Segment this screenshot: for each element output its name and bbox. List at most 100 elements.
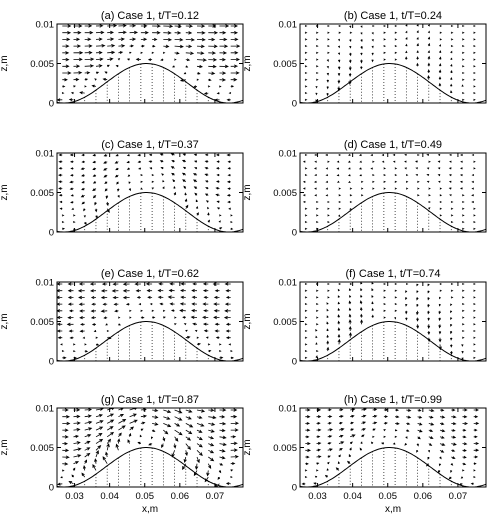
velocity-arrow <box>327 461 330 465</box>
velocity-arrow <box>361 414 367 418</box>
velocity-arrow <box>316 65 319 68</box>
velocity-arrow <box>102 456 108 464</box>
velocity-arrow <box>213 302 220 306</box>
velocity-arrow <box>179 302 186 306</box>
velocity-arrow <box>196 212 199 216</box>
velocity-arrow <box>348 307 352 311</box>
velocity-arrow <box>205 336 209 339</box>
velocity-arrow <box>205 200 209 203</box>
velocity-arrow <box>185 44 193 49</box>
velocity-arrow <box>58 193 63 197</box>
velocity-arrow <box>383 303 387 306</box>
velocity-arrow <box>57 336 63 340</box>
velocity-arrow <box>57 288 63 293</box>
velocity-arrow <box>304 309 308 312</box>
velocity-arrow <box>416 449 419 453</box>
velocity-arrow <box>107 24 118 28</box>
velocity-arrow <box>84 78 89 81</box>
velocity-arrow <box>230 435 237 439</box>
velocity-arrow <box>449 153 452 157</box>
velocity-arrow <box>448 174 452 177</box>
velocity-arrow <box>73 427 81 432</box>
velocity-arrow <box>91 323 97 326</box>
velocity-arrow <box>314 160 317 163</box>
velocity-arrow <box>459 180 463 183</box>
velocity-arrow <box>95 57 104 61</box>
velocity-arrow <box>62 51 70 55</box>
velocity-arrow <box>230 57 241 62</box>
velocity-arrow <box>349 207 352 211</box>
velocity-arrow <box>428 187 431 190</box>
velocity-arrow <box>58 180 63 184</box>
velocity-arrow <box>438 330 442 335</box>
velocity-arrow <box>151 187 155 190</box>
velocity-arrow <box>438 324 442 329</box>
velocity-arrow <box>360 39 363 43</box>
y-tick-label: 0.01 <box>279 149 298 160</box>
velocity-arrow <box>448 180 452 183</box>
velocity-arrow <box>438 317 442 322</box>
velocity-arrow <box>79 309 85 313</box>
velocity-arrow <box>230 414 238 419</box>
velocity-arrow <box>304 31 308 34</box>
velocity-arrow <box>70 194 74 197</box>
velocity-arrow <box>326 308 329 312</box>
velocity-arrow <box>196 72 201 75</box>
velocity-arrow <box>427 62 431 67</box>
velocity-arrow <box>450 207 454 210</box>
velocity-arrow <box>347 160 351 163</box>
velocity-arrow <box>126 154 130 157</box>
velocity-arrow <box>104 181 108 184</box>
velocity-arrow <box>92 167 97 171</box>
velocity-arrow <box>61 92 65 95</box>
velocity-arrow <box>360 25 363 28</box>
velocity-arrow <box>219 442 227 446</box>
velocity-arrow <box>427 449 430 453</box>
velocity-arrow <box>136 296 141 299</box>
velocity-arrow <box>106 201 109 207</box>
velocity-arrow <box>207 212 210 216</box>
velocity-arrow <box>392 153 396 157</box>
velocity-arrow <box>219 78 227 82</box>
velocity-arrow <box>405 310 408 315</box>
velocity-arrow <box>439 442 446 446</box>
velocity-arrow <box>128 432 132 437</box>
velocity-arrow <box>347 167 351 170</box>
velocity-arrow <box>214 329 220 333</box>
velocity-arrow <box>473 316 476 319</box>
velocity-arrow <box>62 24 72 28</box>
velocity-arrow <box>118 414 125 418</box>
velocity-arrow <box>462 24 465 28</box>
velocity-arrow <box>304 207 308 210</box>
panel-plot-area <box>57 153 243 232</box>
velocity-arrow <box>416 283 419 287</box>
velocity-arrow <box>107 413 115 418</box>
velocity-arrow <box>383 429 387 432</box>
velocity-arrow <box>134 282 141 286</box>
velocity-arrow <box>416 317 419 322</box>
velocity-arrow <box>394 187 398 190</box>
velocity-arrow <box>70 91 74 95</box>
velocity-arrow <box>77 288 85 293</box>
velocity-arrow <box>427 50 430 53</box>
velocity-arrow <box>185 443 191 451</box>
velocity-arrow <box>104 188 108 192</box>
velocity-arrow <box>225 329 231 333</box>
velocity-arrow <box>316 51 319 54</box>
velocity-arrow <box>73 343 76 346</box>
velocity-arrow <box>348 59 352 64</box>
velocity-arrow <box>327 38 330 41</box>
velocity-arrow <box>181 172 187 176</box>
velocity-arrow <box>228 92 232 95</box>
velocity-arrow <box>162 179 165 183</box>
velocity-arrow <box>73 44 82 48</box>
velocity-arrow <box>73 77 80 82</box>
velocity-arrow <box>326 93 329 97</box>
velocity-arrow <box>118 44 126 48</box>
velocity-arrow <box>194 463 199 471</box>
velocity-arrow <box>215 336 220 339</box>
velocity-arrow <box>439 194 443 197</box>
velocity-arrow <box>82 336 86 339</box>
velocity-arrow <box>416 290 419 294</box>
velocity-arrow <box>219 449 226 453</box>
